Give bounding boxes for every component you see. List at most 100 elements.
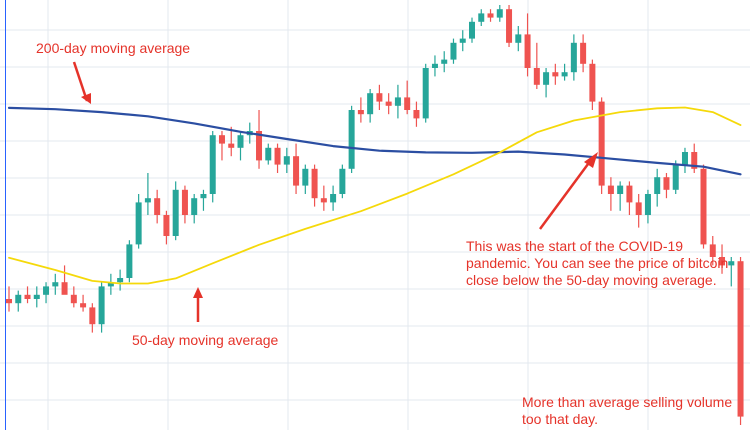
candle-body xyxy=(681,152,688,165)
candle-down xyxy=(385,93,392,115)
candle-body xyxy=(15,294,22,304)
candle-up xyxy=(172,181,179,241)
candle-body xyxy=(228,143,235,148)
candle-body xyxy=(376,93,383,102)
candle-body xyxy=(311,168,318,199)
candle-up xyxy=(117,269,124,291)
candle-down xyxy=(626,181,633,215)
candle-body xyxy=(487,13,494,18)
candle-up xyxy=(144,173,151,215)
candle-body xyxy=(24,294,31,299)
candle-down xyxy=(524,13,531,77)
candle-down xyxy=(700,164,707,249)
candle-down xyxy=(487,9,494,22)
candle-body xyxy=(172,189,179,236)
candle-body xyxy=(404,97,411,110)
candle-up xyxy=(570,34,577,81)
candle-body xyxy=(654,177,661,194)
candle-body xyxy=(357,110,364,115)
candle-down xyxy=(61,265,68,295)
candle-body xyxy=(348,110,355,169)
candle-body xyxy=(728,261,735,266)
candle-down xyxy=(163,210,170,245)
candle-body xyxy=(506,9,513,43)
candle-up xyxy=(644,189,651,224)
candle-body xyxy=(274,147,281,165)
annotation-arrows xyxy=(72,61,598,322)
candle-down xyxy=(70,286,77,308)
candle-body xyxy=(98,286,105,325)
candle-body xyxy=(237,135,244,148)
candle-down xyxy=(580,34,587,73)
candle-up xyxy=(478,9,485,26)
candle-down xyxy=(376,84,383,110)
candle-body xyxy=(61,282,68,295)
candle-body xyxy=(469,21,475,39)
candle-down xyxy=(293,143,300,194)
candle-down xyxy=(218,131,225,161)
candle-up xyxy=(135,194,142,249)
candle-body xyxy=(626,185,633,203)
candle-up xyxy=(422,63,429,123)
candle-body xyxy=(293,156,300,186)
candle-body xyxy=(450,42,457,60)
candle-body xyxy=(441,59,448,64)
candle-up xyxy=(33,286,40,308)
candle-down xyxy=(357,97,364,123)
candle-body xyxy=(256,131,263,161)
candle-up xyxy=(126,240,133,283)
candle-body xyxy=(302,168,309,186)
candle-up xyxy=(98,282,105,333)
candle-down xyxy=(311,164,318,207)
candle-body xyxy=(135,202,142,245)
candle-up xyxy=(15,290,22,312)
candle-body xyxy=(144,198,151,203)
candle-body xyxy=(339,168,346,194)
candle-body xyxy=(218,135,225,144)
candle-body xyxy=(33,294,40,299)
candle-body xyxy=(737,261,744,417)
candle-body xyxy=(635,202,642,215)
candle-body xyxy=(607,185,614,194)
candle-body xyxy=(552,72,559,77)
candle-body xyxy=(515,34,522,43)
candle-down xyxy=(589,59,596,110)
candle-up xyxy=(200,189,207,211)
candle-body xyxy=(265,147,272,161)
ma50-arrow-head xyxy=(193,287,203,298)
candle-body xyxy=(700,168,707,245)
candle-body xyxy=(117,278,124,283)
candle-down xyxy=(598,97,605,194)
ma50-annotation: 50-day moving average xyxy=(132,332,279,348)
candle-up xyxy=(543,68,550,98)
candles xyxy=(6,5,744,425)
candle-body xyxy=(691,152,698,169)
candle-body xyxy=(107,282,114,287)
ma200-line xyxy=(7,106,742,176)
candle-body xyxy=(367,93,374,115)
candle-down xyxy=(552,63,559,85)
candle-down xyxy=(6,286,12,312)
candle-down xyxy=(413,101,420,127)
candle-down xyxy=(635,194,642,228)
candle-body xyxy=(617,185,624,194)
candle-body xyxy=(413,110,420,119)
candle-body xyxy=(431,63,438,68)
candle-body xyxy=(570,42,577,73)
candle-up xyxy=(441,51,448,73)
candle-down xyxy=(256,110,263,169)
candle-down xyxy=(737,257,744,425)
candle-up xyxy=(237,131,244,161)
candle-up xyxy=(617,181,624,211)
candle-body xyxy=(394,97,401,106)
candle-up xyxy=(107,273,114,295)
covid-annotation: This was the start of the COVID-19 pande… xyxy=(466,238,729,288)
candle-up xyxy=(209,131,216,203)
candle-up xyxy=(43,282,50,304)
candle-body xyxy=(126,244,133,278)
candle-down xyxy=(719,244,726,274)
moving-average-lines xyxy=(7,106,742,285)
candle-up xyxy=(459,30,466,52)
ma50-line xyxy=(8,106,742,285)
candle-body xyxy=(330,194,337,203)
